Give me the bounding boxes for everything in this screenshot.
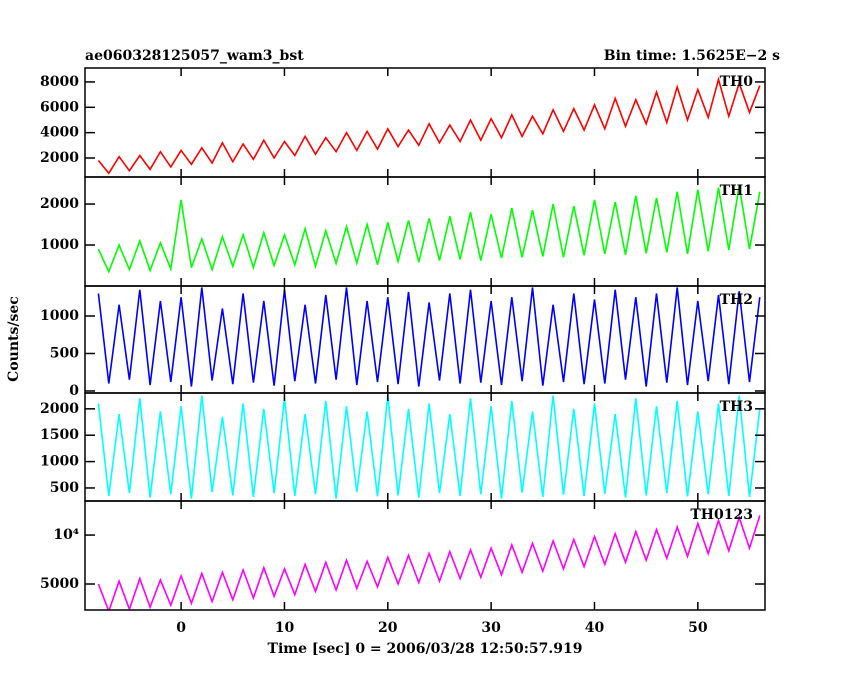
- x-tick-label: 50: [688, 620, 708, 636]
- panel-label: TH1: [720, 183, 753, 199]
- light-curve: [97, 395, 761, 499]
- y-tick-label: 5000: [40, 576, 79, 592]
- light-curve: [97, 515, 761, 610]
- y-tick-label: 2000: [40, 196, 79, 212]
- x-tick-label: 20: [378, 620, 398, 636]
- y-tick-label: 1000: [40, 308, 79, 324]
- panel-frame: [84, 67, 766, 178]
- x-tick-label: 40: [585, 620, 605, 636]
- x-tick-label: 10: [275, 620, 295, 636]
- light-curve: [97, 287, 761, 387]
- y-axis-label: Counts/sec: [6, 296, 22, 382]
- y-tick-label: 2000: [40, 401, 79, 417]
- chart-title: ae060328125057_wam3_bst: [85, 48, 304, 64]
- x-tick-label: 0: [176, 620, 186, 636]
- y-tick-label: 1000: [40, 237, 79, 253]
- y-tick-label: 1500: [40, 427, 79, 443]
- x-axis-label: Time [sec] 0 = 2006/03/28 12:50:57.919: [268, 641, 583, 657]
- light-curve: [97, 185, 761, 274]
- panel-label: TH0: [720, 74, 754, 90]
- y-tick-label: 500: [50, 480, 79, 496]
- y-tick-label: 2000: [40, 150, 79, 166]
- y-tick-label: 8000: [40, 74, 79, 90]
- light-curve: [97, 76, 761, 175]
- chart-subtitle: Bin time: 1.5625E−2 s: [604, 48, 780, 64]
- y-tick-label: 6000: [40, 99, 79, 115]
- y-tick-label: 10⁴: [53, 527, 79, 543]
- panel-label: TH2: [720, 292, 753, 308]
- panel-label: TH0123: [690, 507, 753, 523]
- x-tick-label: 30: [481, 620, 501, 636]
- y-tick-label: 4000: [40, 125, 79, 141]
- panel-frame: [84, 500, 766, 611]
- y-tick-label: 1000: [40, 454, 79, 470]
- panel-label: TH3: [720, 399, 753, 415]
- y-tick-label: 500: [50, 345, 79, 361]
- y-tick-label: 0: [69, 383, 79, 399]
